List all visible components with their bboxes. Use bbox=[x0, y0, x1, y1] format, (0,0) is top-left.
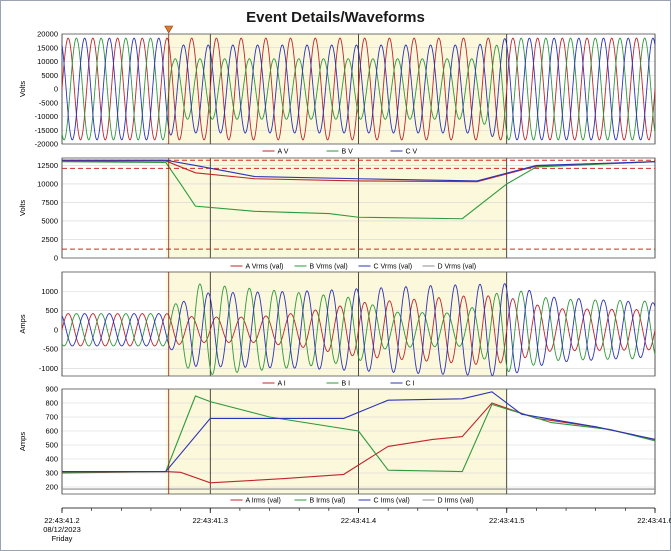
chart-panel-current_rms: 900 800 700 600 500 400 300 200 Amps A Irms (val)… bbox=[18, 385, 656, 505]
y-tick-label: 0 bbox=[54, 85, 58, 94]
y-tick-label: 700 bbox=[45, 413, 58, 422]
chart-panel-voltage_rms: 12500 10000 7500 5000 2500 0 Volts A Vrms (val)… bbox=[18, 157, 656, 271]
time-axis-label: 22:43:41.2 bbox=[44, 516, 79, 525]
cursor-marker-icon[interactable] bbox=[164, 25, 174, 34]
y-tick-label: 200 bbox=[45, 483, 58, 492]
time-axis-label: 22:43:41.3 bbox=[193, 516, 228, 525]
window-title: Event Details/Waveforms bbox=[246, 9, 425, 26]
legend-entry[interactable]: B V bbox=[342, 149, 354, 156]
y-tick-label: 10000 bbox=[37, 57, 58, 66]
y-tick-label: 7500 bbox=[41, 198, 58, 207]
time-axis-label: 08/12/2023 bbox=[43, 525, 81, 534]
series-line-c-i bbox=[61, 283, 656, 377]
series-line-b-vrms-val- bbox=[61, 161, 656, 220]
y-tick-label: 800 bbox=[45, 399, 58, 408]
y-tick-label: -10000 bbox=[35, 112, 58, 121]
plot-border bbox=[61, 271, 656, 377]
y-axis-label: Volts bbox=[18, 81, 27, 98]
chart-panel-voltage_waveform: 20000 15000 10000 5000 0 -5000 -10000 -15000 -20… bbox=[18, 30, 656, 156]
legend-entry[interactable]: A V bbox=[278, 149, 289, 156]
y-tick-label: 20000 bbox=[37, 30, 58, 39]
y-tick-label: 15000 bbox=[37, 43, 58, 52]
y-tick-label: 600 bbox=[45, 427, 58, 436]
y-tick-label: 500 bbox=[45, 441, 58, 450]
series-line-a-vrms-val- bbox=[62, 160, 656, 183]
y-tick-label: 900 bbox=[45, 385, 58, 394]
y-tick-label: -5000 bbox=[39, 98, 58, 107]
legend-entry[interactable]: C Irms (val) bbox=[374, 498, 410, 505]
series-line-c-irms-val- bbox=[62, 391, 656, 473]
y-tick-label: 500 bbox=[45, 306, 58, 315]
y-axis-label: Volts bbox=[18, 200, 27, 217]
event-region bbox=[165, 272, 507, 376]
y-tick-label: 5000 bbox=[41, 216, 58, 225]
y-tick-label: -20000 bbox=[35, 140, 58, 149]
legend-entry[interactable]: C Vrms (val) bbox=[374, 264, 413, 271]
y-tick-label: 0 bbox=[54, 325, 58, 334]
y-tick-label: 0 bbox=[54, 254, 58, 263]
y-tick-label: 400 bbox=[45, 455, 58, 464]
y-tick-label: -500 bbox=[43, 345, 58, 354]
series-line-b-v bbox=[61, 37, 656, 141]
legend-entry[interactable]: B I bbox=[342, 381, 351, 388]
series-line-c-v bbox=[61, 37, 656, 141]
y-tick-label: -15000 bbox=[35, 126, 58, 135]
y-tick-label: 2500 bbox=[41, 235, 58, 244]
legend-entry[interactable]: D Vrms (val) bbox=[438, 264, 477, 271]
y-tick-label: -1000 bbox=[39, 364, 58, 373]
y-axis-label: Amps bbox=[18, 432, 27, 451]
y-tick-label: 300 bbox=[45, 469, 58, 478]
time-axis-label: 22:43:41.6 bbox=[637, 516, 671, 525]
plot-border bbox=[61, 388, 656, 495]
legend-entry[interactable]: B Irms (val) bbox=[310, 498, 346, 505]
series-line-b-irms-val- bbox=[61, 395, 656, 473]
legend-entry[interactable]: A Irms (val) bbox=[246, 498, 281, 505]
series-line-c-vrms-val- bbox=[62, 159, 656, 182]
y-tick-label: 12500 bbox=[37, 161, 58, 170]
series-line-a-i bbox=[61, 295, 656, 365]
legend-entry[interactable]: D Irms (val) bbox=[438, 498, 474, 505]
chart-panel-current_waveform: 1000 500 0 -500 -1000 Amps A I B I C I bbox=[18, 271, 656, 388]
event-region bbox=[165, 389, 507, 494]
legend-entry[interactable]: C I bbox=[406, 381, 415, 388]
y-tick-label: 10000 bbox=[37, 179, 58, 188]
plot-border bbox=[61, 157, 656, 259]
series-line-b-i bbox=[61, 283, 656, 376]
y-axis-label: Amps bbox=[18, 314, 27, 333]
y-tick-label: 5000 bbox=[41, 71, 58, 80]
legend-entry[interactable]: A Vrms (val) bbox=[246, 264, 284, 271]
time-axis-label: 22:43:41.5 bbox=[489, 516, 524, 525]
y-tick-label: 1000 bbox=[41, 287, 58, 296]
legend-entry[interactable]: C V bbox=[406, 149, 418, 156]
time-axis-label: Friday bbox=[52, 534, 73, 543]
legend-entry[interactable]: B Vrms (val) bbox=[310, 264, 348, 271]
time-axis-label: 22:43:41.4 bbox=[341, 516, 376, 525]
legend-entry[interactable]: A I bbox=[278, 381, 286, 388]
series-line-a-v bbox=[61, 37, 656, 141]
